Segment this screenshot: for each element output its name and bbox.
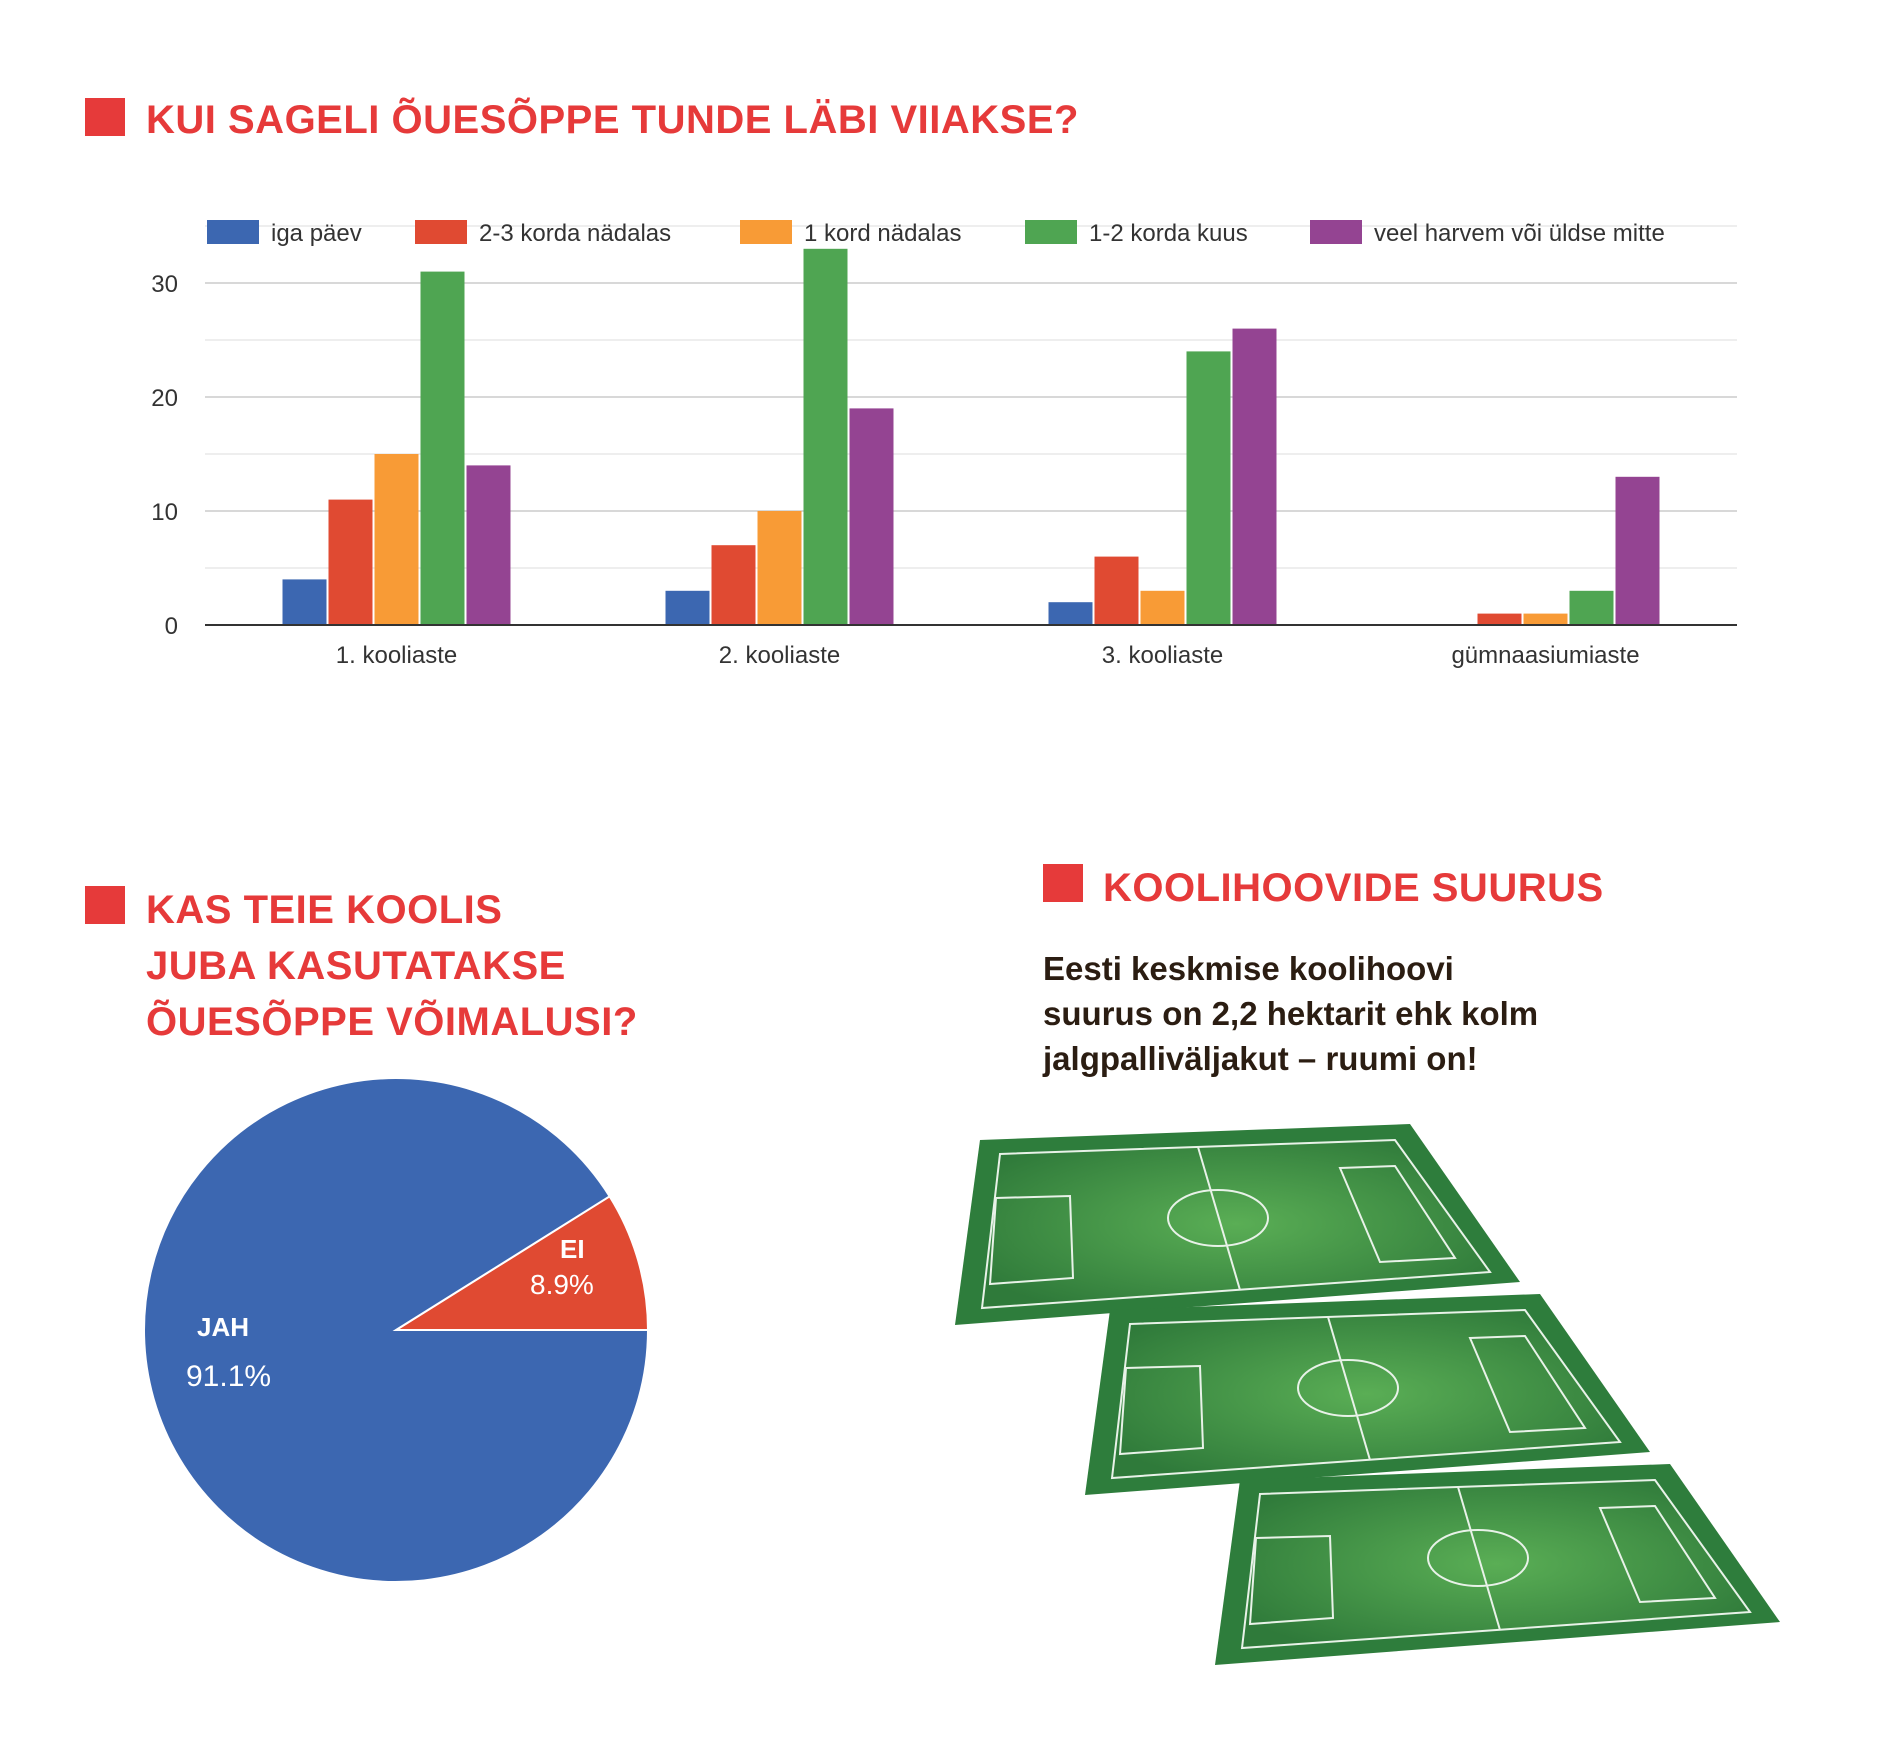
legend-label: 2-3 korda nädalas xyxy=(479,220,671,247)
bar xyxy=(803,248,848,626)
bar xyxy=(1523,613,1568,625)
football-field xyxy=(954,1123,1521,1326)
x-tick-label: 2. kooliaste xyxy=(719,642,840,669)
section-marker xyxy=(85,98,125,136)
y-tick-label: 10 xyxy=(151,499,178,526)
bar xyxy=(1232,328,1277,625)
bar xyxy=(711,545,756,625)
y-tick-label: 20 xyxy=(151,385,178,412)
bar xyxy=(1569,590,1614,625)
text-line: suurus on 2,2 hektarit ehk kolm xyxy=(1043,995,1539,1032)
title-line: KAS TEIE KOOLIS xyxy=(146,888,503,932)
legend-label: veel harvem või üldse mitte xyxy=(1374,220,1665,247)
legend-label: 1-2 korda kuus xyxy=(1089,220,1248,247)
pie-value: 91.1% xyxy=(186,1360,271,1393)
football-field xyxy=(1084,1293,1651,1496)
bar xyxy=(1615,476,1660,625)
bar xyxy=(466,465,511,625)
title-line: JUBA KASUTATAKSE xyxy=(146,944,566,988)
text-line: Eesti keskmise koolihoovi xyxy=(1043,950,1454,987)
pie-chart-title: KAS TEIE KOOLIS JUBA KASUTATAKSE ÕUESÕPP… xyxy=(146,882,638,1050)
legend-label: iga päev xyxy=(271,220,362,247)
pie-chart: EI 8.9% JAH 91.1% xyxy=(143,1077,650,1583)
bar xyxy=(757,511,802,625)
legend-swatch xyxy=(1310,220,1362,244)
schoolyard-text: Eesti keskmise koolihoovi suurus on 2,2 … xyxy=(1043,946,1538,1081)
legend-swatch xyxy=(740,220,792,244)
bar xyxy=(374,454,419,625)
legend-swatch xyxy=(1025,220,1077,244)
bar-chart: 0 10 20 30 1. kooliaste 2. kooliaste 3. koolia… xyxy=(151,220,1737,669)
bar xyxy=(1140,590,1185,625)
bar-chart-title: KUI SAGELI ÕUESÕPPE TUNDE LÄBI VIIAKSE? xyxy=(146,98,1079,142)
bar xyxy=(849,408,894,625)
bar xyxy=(1477,613,1522,625)
bar xyxy=(1048,602,1093,625)
schoolyard-title: KOOLIHOOVIDE SUURUS xyxy=(1103,866,1604,910)
bar xyxy=(420,271,465,625)
pie-value: 8.9% xyxy=(530,1269,594,1300)
football-fields-illustration xyxy=(954,1123,1781,1666)
pie-label: JAH xyxy=(197,1312,249,1342)
bar xyxy=(665,590,710,625)
x-tick-label: 3. kooliaste xyxy=(1102,642,1223,669)
legend-swatch xyxy=(207,220,259,244)
y-tick-label: 0 xyxy=(165,613,178,640)
bar xyxy=(282,579,327,625)
pie-label: EI xyxy=(560,1234,585,1264)
title-line: ÕUESÕPPE VÕIMALUSI? xyxy=(146,1000,638,1044)
pie-slice xyxy=(392,1194,650,1331)
legend-label: 1 kord nädalas xyxy=(804,220,961,247)
pie-slice xyxy=(143,1077,650,1583)
bar xyxy=(1094,556,1139,625)
x-tick-label: 1. kooliaste xyxy=(336,642,457,669)
section-marker xyxy=(85,886,125,924)
bar xyxy=(328,499,373,625)
y-tick-label: 30 xyxy=(151,271,178,298)
x-tick-label: gümnaasiumiaste xyxy=(1451,642,1639,669)
bar xyxy=(1186,351,1231,625)
section-marker xyxy=(1043,864,1083,902)
legend-swatch xyxy=(415,220,467,244)
football-field xyxy=(1214,1463,1781,1666)
text-line: jalgpalliväljakut – ruumi on! xyxy=(1043,1040,1478,1077)
